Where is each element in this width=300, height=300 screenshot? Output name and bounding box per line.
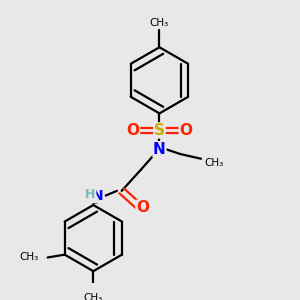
Text: O: O <box>136 200 149 215</box>
Text: N: N <box>153 142 166 157</box>
Text: CH₃: CH₃ <box>205 158 224 167</box>
Text: CH₃: CH₃ <box>84 292 103 300</box>
Text: O: O <box>127 123 140 138</box>
Text: CH₃: CH₃ <box>150 18 169 28</box>
Text: H: H <box>85 188 96 201</box>
Text: O: O <box>179 123 192 138</box>
Text: N: N <box>92 189 104 202</box>
Text: S: S <box>154 123 165 138</box>
Text: CH₃: CH₃ <box>19 253 38 262</box>
